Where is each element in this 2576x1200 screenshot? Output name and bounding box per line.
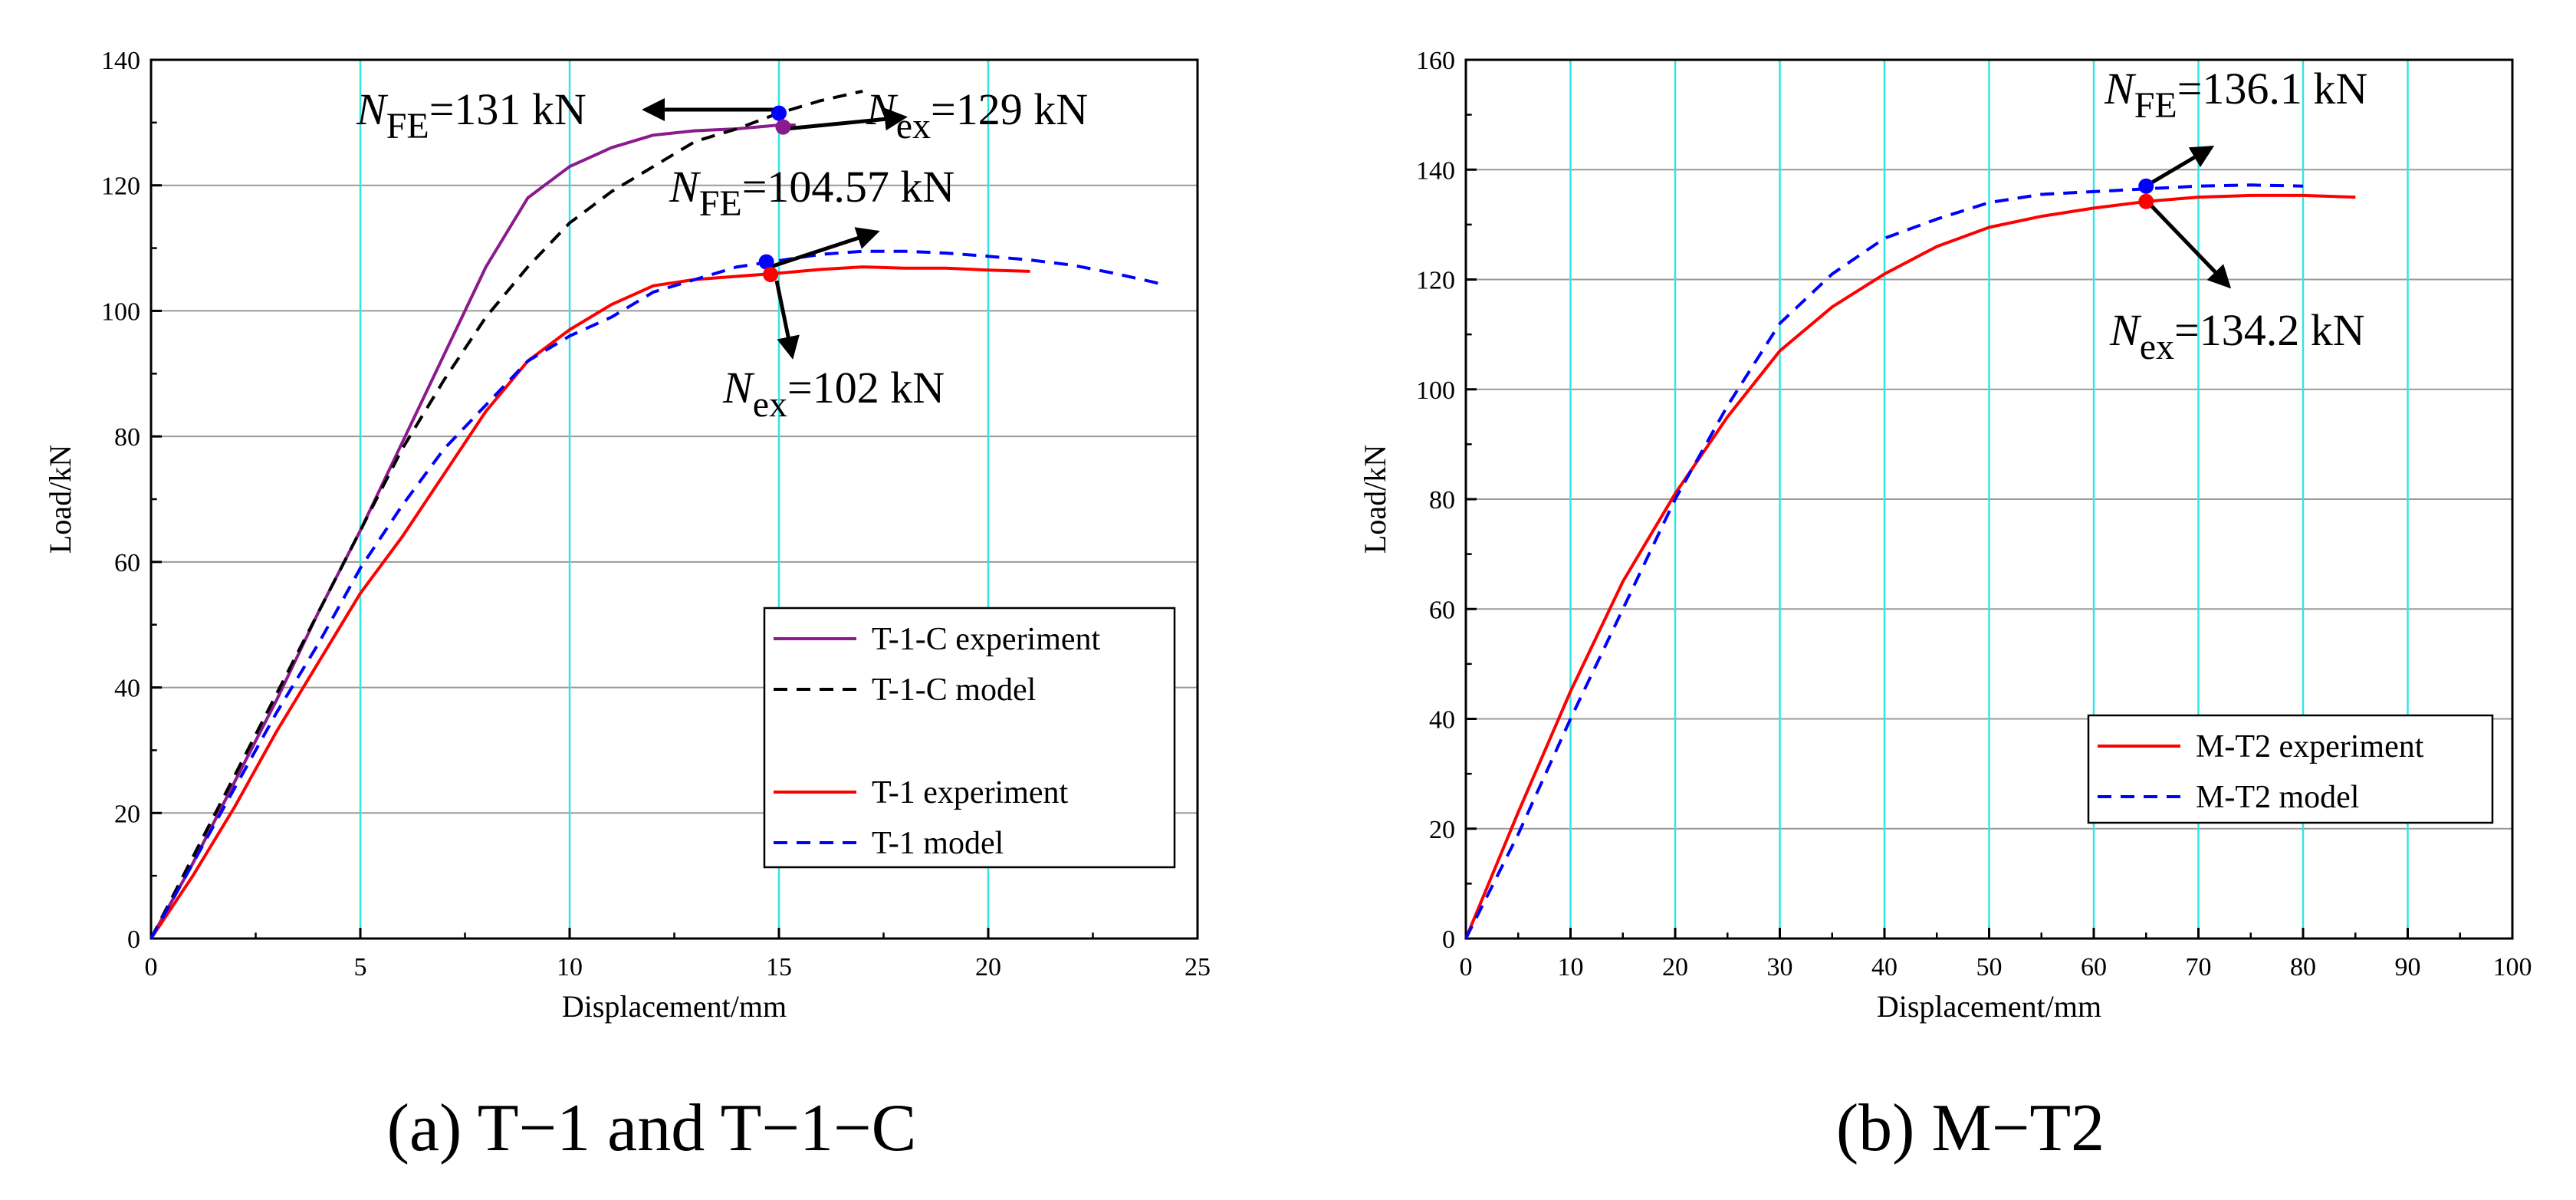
y-tick-label: 140 [101,47,140,75]
legend-box [2087,714,2494,824]
peak-marker [775,119,791,135]
annotation-label: NFE=104.57 kN [669,162,955,224]
x-tick-label: 60 [2081,953,2107,981]
y-axis-label: Load/kN [43,445,77,554]
x-tick-label: 10 [557,953,583,981]
y-tick-label: 60 [1429,596,1455,624]
x-axis-label: Displacement/mm [562,989,787,1024]
y-tick-label: 20 [114,800,140,828]
panel-b-chart: 0 10 20 30 40 50 60 70 80 90 100 0 20 40 60 80 100 120 140… [1358,47,2532,1024]
caption-panel-a: (a) T−1 and T−1−C [387,1091,917,1165]
peak-marker [763,266,779,282]
y-tick-label: 40 [114,675,140,703]
x-tick-label: 20 [1662,953,1688,981]
y-tick-label: 140 [1416,156,1455,185]
annotation-arrow [2145,145,2215,188]
x-tick-label: 5 [354,953,367,981]
x-tick-label: 25 [1184,953,1211,981]
y-tick-label: 20 [1429,816,1455,844]
caption-panel-b: (b) M−T2 [1836,1091,2104,1165]
legend-label: T-1-C experiment [872,622,1101,657]
y-tick-label: 80 [1429,486,1455,515]
y-tick-label: 0 [127,925,140,954]
y-tick-label: 120 [101,173,140,201]
x-tick-label: 40 [1871,953,1898,981]
y-tick-label: 100 [101,298,140,326]
legend-label: M-T2 experiment [2196,729,2424,764]
annotation-arrow [2145,199,2232,289]
legend-box [763,607,1176,869]
y-tick-label: 100 [1416,376,1455,405]
x-tick-label: 100 [2493,953,2532,981]
annotation-arrow [770,227,880,269]
y-tick-label: 160 [1416,47,1455,75]
legend-label: T-1 model [872,826,1004,861]
annotation-label: Nex=134.2 kN [2109,305,2365,367]
annotation-arrow [785,107,908,131]
series-line-t-1-c-model [150,89,863,939]
x-tick-label: 30 [1767,953,1793,981]
legend-label: T-1-C model [872,672,1036,708]
x-tick-label: 90 [2395,953,2421,981]
y-tick-label: 60 [114,549,140,577]
series-line-m-t2-experiment [1464,193,2356,939]
peak-marker [758,254,774,270]
x-tick-label: 0 [1460,953,1473,981]
x-tick-label: 15 [766,953,792,981]
annotation-label: Nex=129 kN [866,84,1088,146]
x-tick-label: 10 [1558,953,1584,981]
peak-marker [2138,178,2154,194]
peak-marker [2138,193,2154,209]
legend-label: M-T2 model [2196,780,2359,815]
y-tick-label: 80 [114,423,140,452]
peak-marker [771,105,787,121]
annotation-label: NFE=131 kN [356,84,586,146]
x-tick-label: 70 [2186,953,2212,981]
x-tick-label: 20 [975,953,1001,981]
annotation-arrow [774,280,800,360]
panel-a-chart: 0 5 10 15 20 25 0 20 40 60 80 100 120 140 Displacement… [43,47,1211,1024]
x-tick-label: 0 [145,953,158,981]
x-tick-label: 50 [1976,953,2003,981]
annotation-label: Nex=102 kN [722,363,945,425]
annotation-label: NFE=136.1 kN [2104,64,2367,126]
series-line-t-1-model [150,249,1165,939]
series-line-t-1-c-experiment [150,123,796,939]
y-tick-label: 120 [1416,267,1455,295]
y-axis-label: Load/kN [1358,445,1392,554]
x-tick-label: 80 [2290,953,2316,981]
x-axis-label: Displacement/mm [1877,989,2101,1024]
series-line-t-1-experiment [150,265,1030,940]
legend-label: T-1 experiment [872,775,1069,810]
series-line-m-t2-model [1464,183,2304,939]
y-tick-label: 40 [1429,706,1455,735]
y-tick-label: 0 [1442,925,1455,954]
